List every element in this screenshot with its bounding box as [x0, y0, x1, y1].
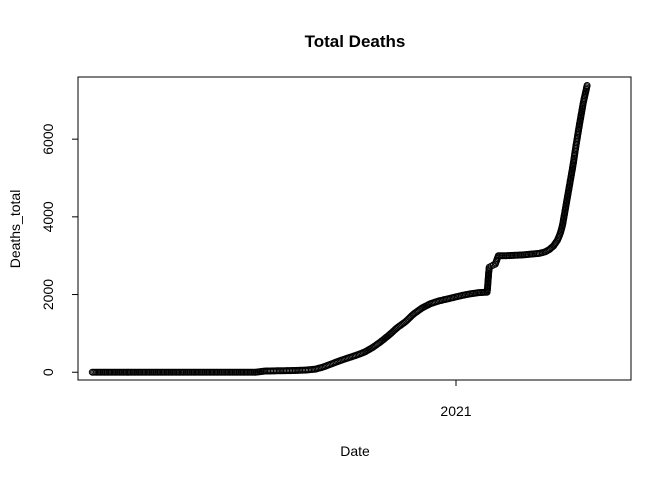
- y-tick-label: 6000: [40, 123, 56, 154]
- x-axis-label: Date: [340, 443, 370, 459]
- y-tick-label: 4000: [40, 201, 56, 232]
- chart-title: Total Deaths: [305, 32, 406, 51]
- x-axis: 2021 Date: [340, 380, 472, 459]
- y-tick-label: 0: [40, 368, 56, 376]
- x-tick-label: 2021: [440, 403, 471, 419]
- y-axis-label: Deaths_total: [7, 190, 23, 269]
- data-points: [88, 82, 591, 376]
- y-axis: Deaths_total 0 2000 4000 6000: [7, 123, 79, 376]
- y-tick-label: 2000: [40, 279, 56, 310]
- data-point: [583, 82, 591, 89]
- plot-frame: [77, 76, 632, 381]
